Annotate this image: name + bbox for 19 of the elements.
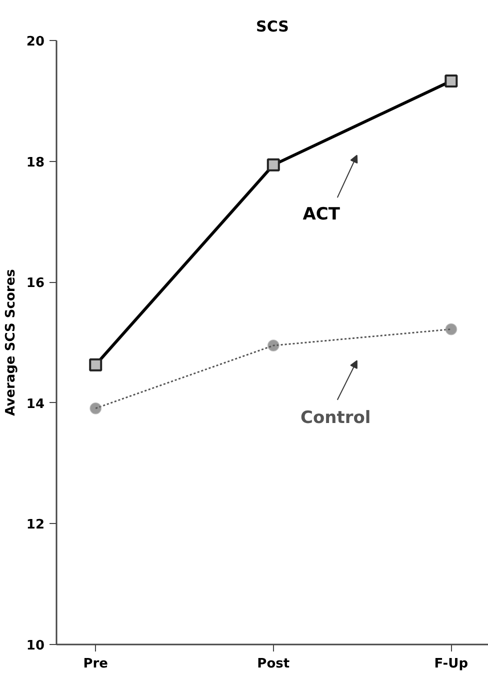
point [266,158,280,172]
y-tick-label: 20 [26,34,45,50]
text: ACT [302,204,340,224]
chart-title: SCS [256,18,289,36]
y-tick-label: 14 [26,396,45,412]
point [90,402,102,414]
point [445,323,458,336]
y-tick-label: 12 [26,518,45,533]
point [267,340,280,352]
point [444,74,458,88]
x-tick-label: Pre [83,656,108,672]
y-tick-label: 18 [26,155,45,170]
x-tick-label: Post [257,656,290,672]
y-tick-label: 16 [26,276,45,292]
point [89,358,102,372]
x-tick-label: F-Up [434,656,468,672]
text: Control [300,408,371,428]
y-tick-label: 10 [26,638,45,654]
y-axis-title: Average SCS Scores [3,268,18,416]
